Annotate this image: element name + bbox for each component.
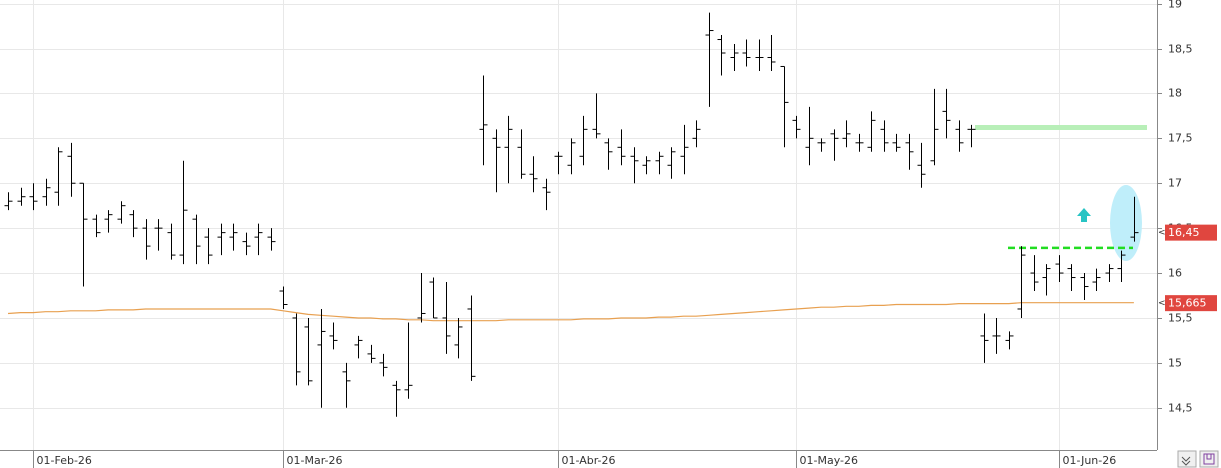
y-tick-label: 14,5 xyxy=(1168,402,1193,415)
toolbar xyxy=(1177,450,1219,468)
axis-arrow: < xyxy=(1158,228,1166,238)
y-tick-label: 16 xyxy=(1168,267,1182,280)
up-arrow xyxy=(1077,208,1091,222)
y-tick-label: 18,5 xyxy=(1168,43,1193,56)
y-tick-label: 15,5 xyxy=(1168,312,1193,325)
y-tick-label: 17 xyxy=(1168,177,1182,190)
price-label-box xyxy=(1165,224,1217,241)
price-label: 15,665 xyxy=(1168,297,1207,310)
highlight-ellipse xyxy=(1110,185,1142,261)
x-tick-label: 01-Abr-26 xyxy=(562,454,616,467)
y-tick-label: 17,5 xyxy=(1168,132,1193,145)
save-icon xyxy=(1203,453,1215,465)
zoom-button[interactable] xyxy=(1177,450,1197,468)
x-tick-label: 01-Mar-26 xyxy=(287,454,343,467)
price-label: 16,45 xyxy=(1168,226,1200,239)
y-tick-label: 15 xyxy=(1168,357,1182,370)
x-tick-label: 01-Feb-26 xyxy=(37,454,92,467)
y-tick-label: 19 xyxy=(1168,0,1182,11)
price-label-box xyxy=(1165,295,1217,312)
axis-arrow: < xyxy=(1158,299,1166,309)
y-tick-label: 18 xyxy=(1168,87,1182,100)
moving-average xyxy=(7,302,1134,322)
x-tick-label: 01-Jun-26 xyxy=(1063,454,1117,467)
zoom-icon xyxy=(1181,456,1191,466)
x-tick-label: 01-May-26 xyxy=(800,454,858,467)
